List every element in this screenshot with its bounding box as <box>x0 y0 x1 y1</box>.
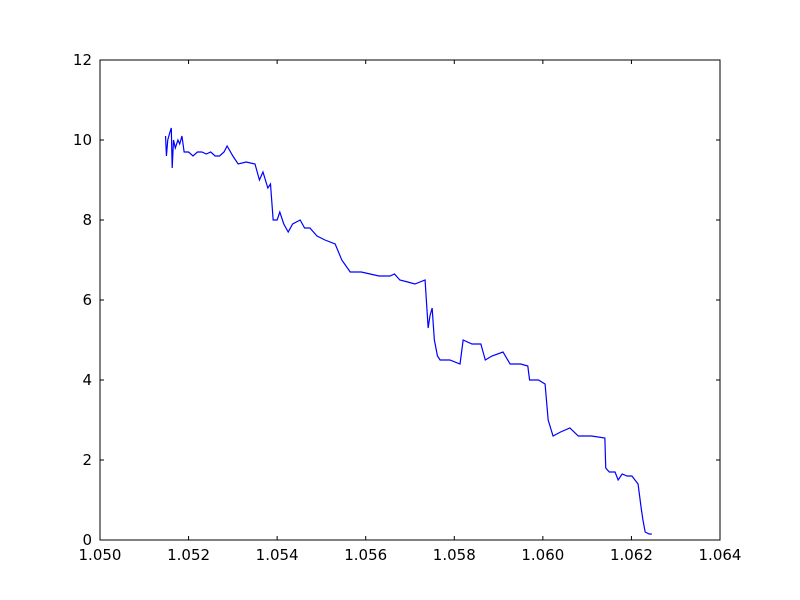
y-tick-label: 12 <box>73 51 92 69</box>
y-tick-label: 10 <box>73 131 92 149</box>
x-tick-label: 1.058 <box>433 546 476 564</box>
x-tick-label: 1.050 <box>79 546 122 564</box>
x-tick-label: 1.064 <box>699 546 742 564</box>
x-tick-label: 1.056 <box>344 546 387 564</box>
x-tick-label: 1.054 <box>256 546 299 564</box>
data-line <box>164 127 652 535</box>
y-tick-label: 8 <box>82 211 92 229</box>
x-tick-label: 1.060 <box>521 546 564 564</box>
x-tick-label: 1.052 <box>167 546 210 564</box>
y-tick-label: 0 <box>82 531 92 549</box>
x-tick-label: 1.062 <box>610 546 653 564</box>
y-tick-label: 4 <box>82 371 92 389</box>
y-tick-label: 2 <box>82 451 92 469</box>
y-tick-label: 6 <box>82 291 92 309</box>
